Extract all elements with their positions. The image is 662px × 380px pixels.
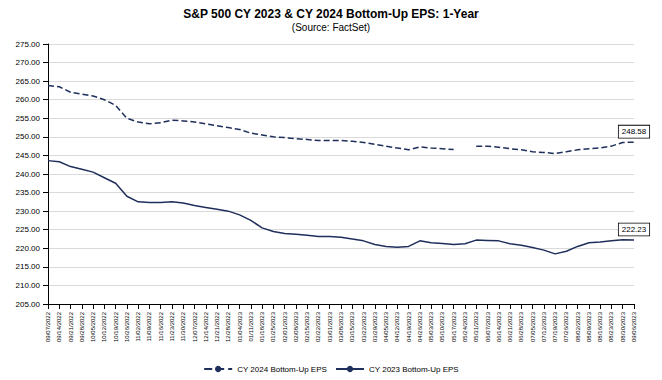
svg-text:215.00: 215.00 bbox=[16, 262, 41, 271]
svg-text:01/25/2023: 01/25/2023 bbox=[270, 311, 276, 342]
svg-text:222.23: 222.23 bbox=[622, 225, 647, 234]
svg-text:05/31/2023: 05/31/2023 bbox=[473, 311, 479, 342]
svg-text:02/22/2023: 02/22/2023 bbox=[315, 311, 321, 342]
svg-text:07/12/2023: 07/12/2023 bbox=[541, 311, 547, 342]
svg-text:04/19/2023: 04/19/2023 bbox=[406, 311, 412, 342]
svg-text:10/19/2022: 10/19/2022 bbox=[113, 311, 119, 342]
svg-text:12/07/2022: 12/07/2022 bbox=[192, 311, 198, 342]
svg-text:12/28/2022: 12/28/2022 bbox=[225, 311, 231, 342]
svg-text:250.00: 250.00 bbox=[16, 132, 41, 141]
svg-text:S&P 500 CY 2023 & CY 2024 Bott: S&P 500 CY 2023 & CY 2024 Bottom-Up EPS:… bbox=[183, 7, 479, 21]
svg-text:03/01/2023: 03/01/2023 bbox=[327, 311, 333, 342]
svg-text:255.00: 255.00 bbox=[16, 114, 41, 123]
svg-text:11/16/2022: 11/16/2022 bbox=[158, 311, 164, 341]
svg-text:01/04/2023: 01/04/2023 bbox=[237, 311, 243, 342]
svg-text:11/02/2022: 11/02/2022 bbox=[135, 311, 141, 341]
svg-text:07/26/2023: 07/26/2023 bbox=[563, 311, 569, 342]
svg-text:(Source: FactSet): (Source: FactSet) bbox=[292, 22, 370, 33]
svg-text:10/05/2022: 10/05/2022 bbox=[90, 311, 96, 342]
svg-text:11/23/2022: 11/23/2022 bbox=[169, 311, 175, 341]
svg-text:09/07/2022: 09/07/2022 bbox=[45, 311, 51, 342]
svg-text:210.00: 210.00 bbox=[16, 281, 41, 290]
svg-text:05/10/2023: 05/10/2023 bbox=[439, 311, 445, 342]
svg-text:03/08/2023: 03/08/2023 bbox=[338, 311, 344, 342]
svg-text:240.00: 240.00 bbox=[16, 170, 41, 179]
svg-text:04/05/2023: 04/05/2023 bbox=[383, 311, 389, 342]
svg-text:03/15/2023: 03/15/2023 bbox=[349, 311, 355, 342]
svg-text:CY 2024 Bottom-Up EPS: CY 2024 Bottom-Up EPS bbox=[237, 365, 327, 374]
svg-text:08/09/2023: 08/09/2023 bbox=[586, 311, 592, 342]
svg-text:235.00: 235.00 bbox=[16, 188, 41, 197]
svg-text:245.00: 245.00 bbox=[16, 151, 41, 160]
svg-text:11/09/2022: 11/09/2022 bbox=[146, 311, 152, 341]
svg-text:09/28/2022: 09/28/2022 bbox=[79, 311, 85, 342]
svg-text:06/14/2023: 06/14/2023 bbox=[496, 311, 502, 342]
svg-text:230.00: 230.00 bbox=[16, 207, 41, 216]
svg-text:260.00: 260.00 bbox=[16, 95, 41, 104]
svg-text:05/17/2023: 05/17/2023 bbox=[451, 311, 457, 342]
svg-text:02/15/2023: 02/15/2023 bbox=[304, 311, 310, 342]
svg-text:04/12/2023: 04/12/2023 bbox=[394, 311, 400, 342]
svg-text:11/30/2022: 11/30/2022 bbox=[180, 311, 186, 341]
svg-text:05/03/2023: 05/03/2023 bbox=[428, 311, 434, 342]
svg-text:09/21/2022: 09/21/2022 bbox=[68, 311, 74, 342]
svg-text:06/21/2023: 06/21/2023 bbox=[507, 311, 513, 342]
svg-text:03/29/2023: 03/29/2023 bbox=[372, 311, 378, 342]
svg-text:07/05/2023: 07/05/2023 bbox=[530, 311, 536, 342]
svg-text:12/14/2022: 12/14/2022 bbox=[203, 311, 209, 342]
svg-text:07/19/2023: 07/19/2023 bbox=[552, 311, 558, 342]
svg-text:03/22/2023: 03/22/2023 bbox=[361, 311, 367, 342]
svg-text:275.00: 275.00 bbox=[16, 40, 41, 49]
svg-text:10/12/2022: 10/12/2022 bbox=[101, 311, 107, 342]
svg-text:265.00: 265.00 bbox=[16, 77, 41, 86]
svg-text:08/16/2023: 08/16/2023 bbox=[597, 311, 603, 342]
svg-text:09/06/2023: 09/06/2023 bbox=[631, 311, 637, 342]
svg-text:01/11/2023: 01/11/2023 bbox=[248, 311, 254, 341]
svg-text:05/24/2023: 05/24/2023 bbox=[462, 311, 468, 342]
svg-text:06/07/2023: 06/07/2023 bbox=[485, 311, 491, 342]
svg-text:02/08/2023: 02/08/2023 bbox=[293, 311, 299, 342]
svg-text:10/26/2022: 10/26/2022 bbox=[124, 311, 130, 342]
svg-text:270.00: 270.00 bbox=[16, 58, 41, 67]
svg-text:08/02/2023: 08/02/2023 bbox=[575, 311, 581, 342]
svg-text:08/30/2023: 08/30/2023 bbox=[620, 311, 626, 342]
svg-text:CY 2023 Bottom-Up EPS: CY 2023 Bottom-Up EPS bbox=[369, 365, 459, 374]
svg-text:08/23/2023: 08/23/2023 bbox=[608, 311, 614, 342]
svg-text:205.00: 205.00 bbox=[16, 300, 41, 309]
svg-text:225.00: 225.00 bbox=[16, 225, 41, 234]
svg-text:248.58: 248.58 bbox=[622, 127, 647, 136]
svg-text:12/21/2022: 12/21/2022 bbox=[214, 311, 220, 342]
svg-text:06/28/2023: 06/28/2023 bbox=[518, 311, 524, 342]
svg-text:02/01/2023: 02/01/2023 bbox=[282, 311, 288, 342]
svg-text:04/26/2023: 04/26/2023 bbox=[417, 311, 423, 342]
svg-text:220.00: 220.00 bbox=[16, 244, 41, 253]
svg-text:01/18/2023: 01/18/2023 bbox=[259, 311, 265, 342]
svg-text:09/14/2022: 09/14/2022 bbox=[56, 311, 62, 342]
